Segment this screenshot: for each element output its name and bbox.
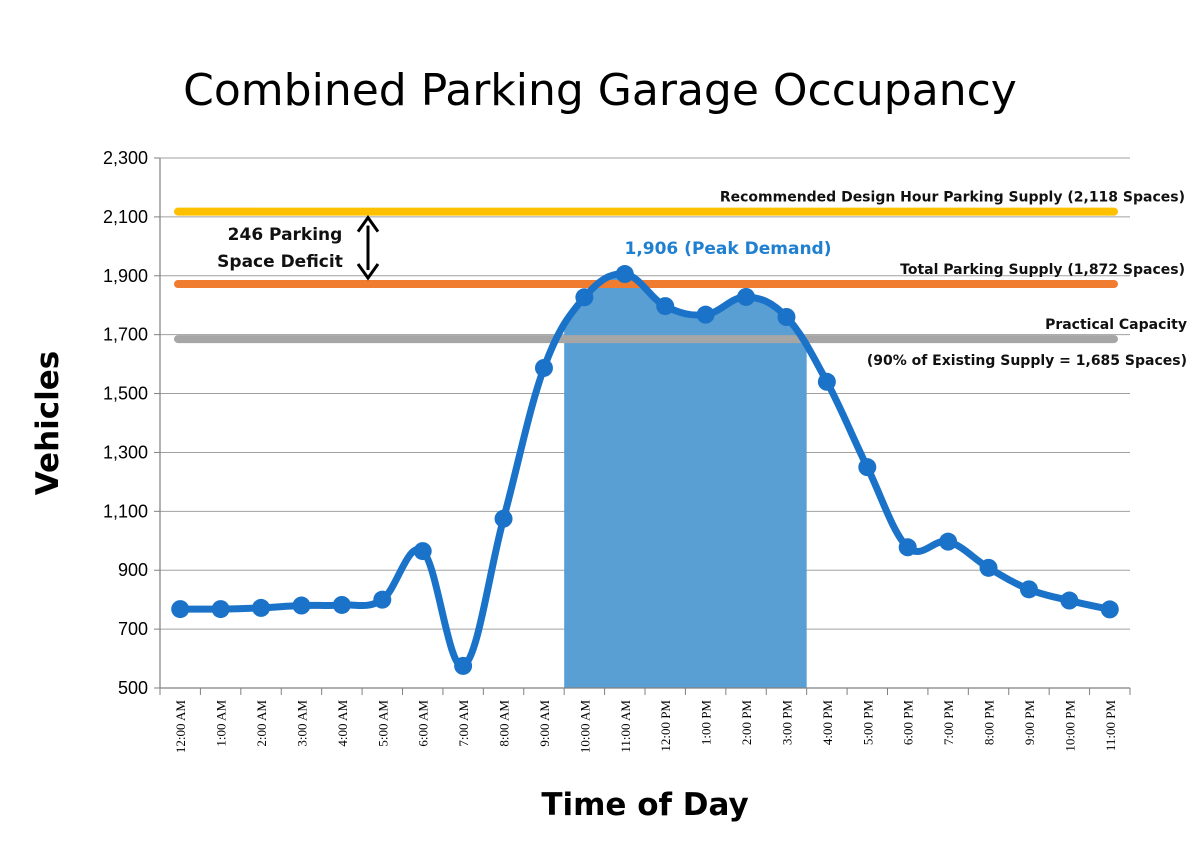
data-point: [696, 305, 715, 324]
y-tick-label: 2,100: [103, 207, 148, 227]
data-point: [454, 656, 473, 675]
data-point: [171, 600, 190, 619]
y-axis-title: Vehicles: [30, 351, 66, 496]
x-tick-label: 9:00 AM: [537, 700, 552, 747]
x-tick-label: 2:00 PM: [739, 700, 754, 746]
x-tick-labels: 12:00 AM 1:00 AM 2:00 AM 3:00 AM 4:00 AM 5:00…: [173, 700, 1118, 754]
x-tick-label: 10:00 AM: [577, 700, 592, 754]
data-point: [211, 600, 230, 619]
data-point: [534, 358, 553, 377]
y-tick-label: 2,300: [103, 148, 148, 168]
x-axis-title: Time of Day: [541, 787, 748, 823]
data-point: [656, 297, 675, 316]
x-tick-label: 6:00 AM: [416, 700, 431, 747]
y-tick-label: 1,500: [103, 384, 148, 404]
x-tick-label: 11:00 AM: [618, 700, 633, 753]
x-tick-label: 8:00 PM: [982, 700, 997, 746]
x-tick-label: 4:00 AM: [335, 700, 350, 747]
y-tick-label: 700: [118, 619, 148, 639]
y-tick-label: 1,900: [103, 266, 148, 286]
peak-demand-label: 1,906 (Peak Demand): [624, 239, 831, 259]
axes: [154, 157, 1131, 695]
x-tick-label: 11:00 PM: [1103, 700, 1118, 752]
y-tick-label: 1,100: [103, 501, 148, 521]
data-point: [413, 542, 432, 561]
y-tick-labels: 500 700 900 1,100 1,300 1,500 1,700 1,900 2,100 2…: [103, 148, 148, 698]
reference-line-label: Practical Capacity: [1045, 317, 1187, 333]
reference-line-label: Total Parking Supply (1,872 Spaces): [900, 262, 1185, 278]
deficit-arrow-head-up: [356, 215, 380, 233]
data-point: [494, 509, 513, 528]
data-point: [615, 265, 634, 284]
data-point: [898, 538, 917, 557]
data-point: [332, 595, 351, 614]
data-point: [858, 458, 877, 477]
series-line: [171, 265, 1119, 675]
data-point: [575, 288, 594, 307]
y-tick-label: 500: [118, 678, 148, 698]
y-tick-label: 900: [118, 560, 148, 580]
deficit-label-line2: Space Deficit: [217, 252, 343, 272]
x-tick-label: 4:00 PM: [820, 700, 835, 746]
data-point: [817, 372, 836, 391]
y-tick-label: 1,700: [103, 325, 148, 345]
x-tick-label: 1:00 AM: [214, 700, 229, 747]
x-tick-label: 2:00 AM: [254, 700, 269, 747]
data-point: [737, 287, 756, 306]
y-tick-label: 1,300: [103, 442, 148, 462]
shaded-region: [564, 273, 807, 688]
x-tick-label: 7:00 AM: [456, 700, 471, 747]
data-point: [939, 532, 958, 551]
chart-title: Combined Parking Garage Occupancy: [183, 65, 1017, 116]
x-tick-label: 1:00 PM: [699, 700, 714, 746]
annotations: 246 Parking Space Deficit 1,906 (Peak De…: [217, 225, 831, 272]
reference-line-label: Recommended Design Hour Parking Supply (…: [720, 190, 1185, 206]
x-tick-label: 12:00 AM: [173, 700, 188, 754]
x-tick-label: 5:00 PM: [860, 700, 875, 746]
x-tick-label: 9:00 PM: [1022, 700, 1037, 746]
data-point: [1019, 580, 1038, 599]
deficit-label-line1: 246 Parking: [228, 225, 343, 245]
x-tick-label: 10:00 PM: [1062, 700, 1077, 752]
deficit-arrow-head-down: [356, 263, 380, 281]
x-tick-label: 3:00 PM: [779, 700, 794, 746]
x-tick-label: 8:00 AM: [497, 700, 512, 747]
data-point: [1060, 591, 1079, 610]
x-tick-label: 7:00 PM: [941, 700, 956, 746]
x-tick-label: 6:00 PM: [901, 700, 916, 746]
x-tick-label: 3:00 AM: [294, 700, 309, 747]
peak-period-area: [564, 273, 807, 688]
data-point: [373, 590, 392, 609]
x-tick-label: 12:00 PM: [658, 700, 673, 752]
data-point: [979, 558, 998, 577]
reference-line-sublabel: (90% of Existing Supply = 1,685 Spaces): [867, 353, 1187, 369]
x-tick-label: 5:00 AM: [375, 700, 390, 747]
data-point: [1100, 600, 1119, 619]
data-point: [777, 308, 796, 326]
data-point: [252, 598, 271, 617]
data-point: [292, 596, 311, 615]
